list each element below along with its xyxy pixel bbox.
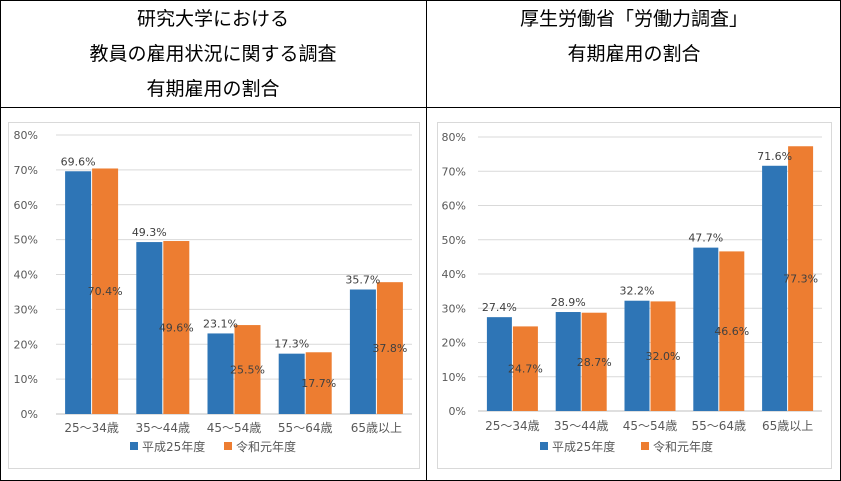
right-data-label-series2: 32.0%	[646, 350, 681, 363]
left-y-tick-label: 20%	[14, 338, 38, 351]
left-legend-label-1: 平成25年度	[142, 439, 205, 454]
left-legend-label-2: 令和元年度	[236, 439, 296, 454]
right-bar-series2	[719, 251, 745, 411]
left-y-tick-label: 0%	[21, 408, 38, 421]
right-bar-series1	[762, 165, 788, 411]
right-x-tick-label: 55～64歳	[692, 419, 747, 433]
right-data-label-series1: 47.7%	[688, 232, 723, 245]
left-data-label-series1: 69.6%	[61, 155, 96, 168]
right-data-label-series1: 32.2%	[620, 285, 655, 298]
left-data-label-series1: 23.1%	[203, 317, 238, 330]
left-bar-series1	[207, 333, 234, 414]
right-bar-series1	[693, 247, 719, 411]
left-x-tick-label: 25～34歳	[64, 421, 119, 435]
left-y-tick-label: 40%	[14, 269, 38, 282]
left-title: 研究大学における 教員の雇用状況に関する調査 有期雇用の割合	[0, 2, 426, 107]
left-bar-series2	[163, 241, 190, 414]
left-bar-series2	[234, 325, 261, 414]
right-data-label-series2: 77.3%	[783, 273, 818, 286]
left-bar-series1	[136, 242, 163, 414]
right-title: 厚生労働省「労働力調査」 有期雇用の割合	[427, 2, 841, 72]
left-bar-series2	[92, 168, 119, 414]
left-legend-swatch-1	[130, 442, 138, 450]
left-data-label-series2: 17.7%	[301, 377, 336, 390]
left-y-tick-label: 60%	[14, 199, 38, 212]
right-data-label-series2: 46.6%	[714, 325, 749, 338]
right-y-tick-label: 10%	[442, 371, 466, 384]
right-bar-series2	[650, 301, 676, 411]
right-data-label-series2: 28.7%	[577, 356, 612, 369]
right-bar-series2	[581, 312, 607, 411]
right-bar-series2	[788, 146, 814, 411]
left-y-tick-label: 30%	[14, 303, 38, 316]
left-data-label-series1: 17.3%	[274, 338, 309, 351]
left-x-tick-label: 65歳以上	[351, 421, 402, 435]
left-bar-series1	[65, 171, 92, 414]
right-y-tick-label: 20%	[442, 337, 466, 350]
left-data-label-series1: 49.3%	[132, 226, 167, 239]
left-title-line-2: 教員の雇用状況に関する調査	[89, 43, 337, 65]
right-x-tick-label: 65歳以上	[762, 419, 813, 433]
left-x-tick-label: 55～64歳	[278, 421, 333, 435]
left-y-tick-label: 10%	[14, 373, 38, 386]
right-bar-series1	[555, 312, 581, 411]
left-bar-series1	[349, 289, 376, 414]
right-bar-series1	[624, 300, 650, 411]
left-y-tick-label: 70%	[14, 164, 38, 177]
left-legend-swatch-2	[224, 442, 232, 450]
right-legend-label-2: 令和元年度	[653, 439, 713, 454]
right-bar-series2	[512, 326, 538, 411]
right-x-tick-label: 35～44歳	[554, 419, 609, 433]
left-data-label-series2: 70.4%	[88, 285, 123, 298]
right-title-line-2: 有期雇用の割合	[567, 43, 701, 65]
right-title-line-1: 厚生労働省「労働力調査」	[519, 8, 748, 30]
right-y-tick-label: 70%	[442, 165, 466, 178]
right-data-label-series2: 24.7%	[508, 363, 543, 376]
left-bar-series2	[376, 282, 403, 414]
right-legend-label-1: 平成25年度	[552, 439, 615, 454]
right-data-label-series1: 28.9%	[551, 296, 586, 309]
right-y-tick-label: 0%	[449, 405, 466, 418]
left-data-label-series2: 37.8%	[372, 342, 407, 355]
right-y-tick-label: 60%	[442, 200, 466, 213]
column-divider	[426, 0, 427, 481]
left-y-tick-label: 80%	[14, 129, 38, 142]
right-bar-series1	[486, 317, 512, 411]
right-legend-swatch-2	[641, 442, 649, 450]
left-y-tick-label: 50%	[14, 234, 38, 247]
left-x-tick-label: 35～44歳	[136, 421, 191, 435]
right-x-tick-label: 25～34歳	[485, 419, 540, 433]
right-y-tick-label: 50%	[442, 234, 466, 247]
left-data-label-series2: 49.6%	[159, 322, 194, 335]
right-data-label-series1: 71.6%	[757, 150, 792, 163]
right-data-label-series1: 27.4%	[482, 301, 517, 314]
left-data-label-series1: 35.7%	[345, 273, 380, 286]
right-y-tick-label: 80%	[442, 131, 466, 144]
left-x-tick-label: 45～54歳	[207, 421, 262, 435]
right-x-tick-label: 45～54歳	[623, 419, 678, 433]
left-title-line-1: 研究大学における	[136, 8, 289, 30]
right-y-tick-label: 30%	[442, 302, 466, 315]
right-y-tick-label: 40%	[442, 268, 466, 281]
left-title-line-3: 有期雇用の割合	[146, 78, 280, 100]
left-bar-series2	[305, 352, 332, 414]
right-legend-swatch-1	[540, 442, 548, 450]
left-data-label-series2: 25.5%	[230, 364, 265, 377]
row-divider	[0, 107, 841, 108]
left-bar-series1	[278, 353, 305, 414]
